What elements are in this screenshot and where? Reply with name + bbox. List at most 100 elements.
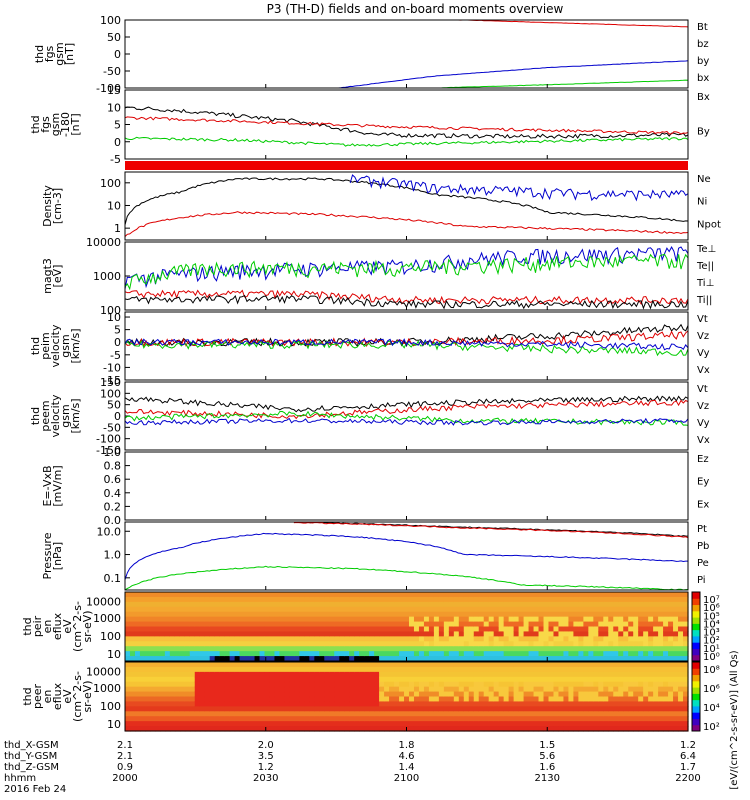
heat-cell — [598, 592, 604, 598]
heat-cell — [488, 606, 495, 613]
heat-cell — [214, 641, 221, 647]
heat-cell — [538, 651, 545, 657]
heat-cell — [404, 616, 410, 623]
heat-cell — [329, 716, 335, 722]
heat-cell — [389, 606, 395, 613]
heat-cell — [613, 626, 619, 633]
heat-cell — [663, 611, 669, 618]
heat-cell — [643, 691, 649, 698]
heat-cell — [279, 596, 286, 603]
heat-cell — [563, 611, 570, 618]
x-row-value: 1.7 — [680, 762, 696, 773]
heat-cell — [668, 621, 674, 628]
heat-cell — [164, 621, 171, 628]
heat-cell — [144, 596, 151, 603]
heat-cell — [229, 691, 236, 698]
heat-cell — [433, 641, 440, 647]
heat-cell — [209, 681, 216, 688]
heat-cell — [608, 711, 614, 717]
heat-cell — [229, 696, 236, 703]
heat-cell — [139, 656, 146, 662]
heat-cell — [244, 621, 251, 628]
heat-cell — [533, 611, 540, 618]
heat-cell — [443, 726, 450, 732]
heat-cell — [613, 631, 619, 637]
heat-cell — [234, 616, 241, 623]
y-axis-label-line: fgs — [43, 45, 56, 62]
heat-cell — [418, 706, 425, 712]
heat-cell — [179, 596, 186, 603]
heat-cell — [404, 651, 410, 657]
heat-cell — [204, 626, 211, 633]
heat-cell — [483, 621, 490, 628]
heat-cell — [399, 616, 405, 623]
heat-cell — [184, 601, 191, 608]
heat-cell — [184, 686, 191, 693]
heat-cell — [628, 626, 634, 633]
heat-cell — [214, 711, 221, 717]
heat-cell — [374, 686, 380, 693]
heat-cell — [254, 671, 261, 678]
heat-cell — [608, 691, 614, 698]
heat-cell — [518, 662, 525, 668]
heat-cell — [369, 691, 375, 698]
heat-cell — [204, 721, 211, 727]
heat-cell — [164, 681, 171, 688]
heat-cell — [463, 631, 470, 637]
y-tick-label: 0.0 — [104, 514, 122, 527]
heat-cell — [289, 716, 295, 722]
heat-cell — [483, 671, 490, 678]
heat-cell — [463, 711, 470, 717]
heat-cell — [149, 671, 156, 678]
heat-cell — [169, 641, 176, 647]
heat-cell — [423, 686, 430, 693]
heat-cell — [319, 681, 325, 688]
heat-cell — [264, 701, 271, 707]
heat-cell — [633, 701, 639, 707]
heat-cell — [623, 662, 629, 668]
mode-bar — [125, 161, 688, 170]
heat-cell — [284, 656, 291, 662]
heat-cell — [493, 696, 500, 703]
heat-cell — [593, 666, 599, 673]
heat-cell — [673, 662, 679, 668]
heat-cell — [573, 626, 579, 633]
heat-cell — [628, 592, 634, 598]
heat-cell — [314, 606, 320, 613]
x-row-label: thd_Y-GSM — [4, 751, 57, 762]
heat-cell — [304, 706, 310, 712]
heat-cell — [628, 681, 634, 688]
heat-cell — [219, 666, 226, 673]
heat-cell — [468, 711, 475, 717]
heat-cell — [503, 681, 510, 688]
x-row-value: 2.0 — [258, 740, 274, 751]
heat-cell — [443, 671, 450, 678]
heat-cell — [314, 711, 320, 717]
heat-cell — [668, 636, 674, 642]
heat-cell — [379, 706, 385, 712]
heat-cell — [608, 721, 614, 727]
heat-cell — [134, 711, 141, 717]
heat-cell — [533, 636, 540, 642]
heat-cell — [354, 671, 360, 678]
heat-cell — [209, 691, 216, 698]
heat-cell — [269, 716, 276, 722]
heat-cell — [428, 681, 435, 688]
heat-cell — [518, 656, 525, 662]
heat-cell — [408, 691, 415, 698]
heat-cell — [593, 641, 599, 647]
heat-cell — [399, 601, 405, 608]
heat-cell — [154, 656, 161, 662]
heat-cell — [448, 671, 455, 678]
heat-cell — [668, 656, 674, 662]
heat-cell — [413, 676, 420, 683]
heat-cell — [274, 606, 281, 613]
heat-cell — [563, 691, 570, 698]
heat-cell — [304, 601, 310, 608]
heat-cell — [394, 601, 400, 608]
heat-cell — [503, 716, 510, 722]
heat-cell — [125, 666, 131, 673]
heat-cell — [219, 592, 226, 598]
heat-cell — [523, 601, 530, 608]
